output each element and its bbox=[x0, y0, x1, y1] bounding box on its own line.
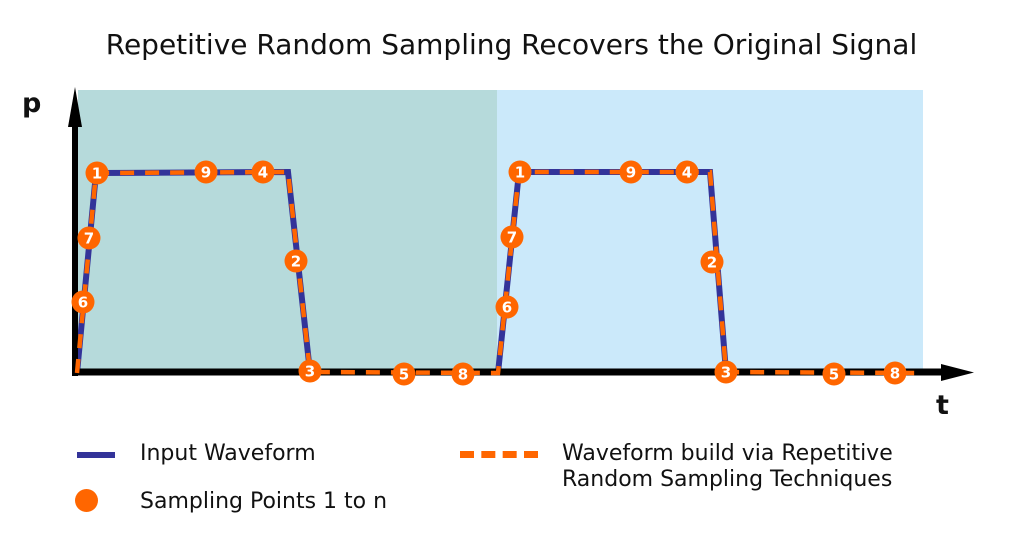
sampling-point-label: 3 bbox=[305, 363, 315, 381]
sampling-point-marker bbox=[508, 160, 532, 184]
sampling-point-marker bbox=[194, 160, 218, 184]
legend-label-rebuilt-waveform: Waveform build via Repetitive Random Sam… bbox=[562, 441, 893, 493]
legend-label-rebuilt-line2: Random Sampling Techniques bbox=[562, 467, 893, 492]
sampling-point-label: 8 bbox=[458, 366, 468, 384]
sampling-point-label: 4 bbox=[258, 164, 268, 182]
sampling-point-label: 1 bbox=[92, 165, 102, 183]
sampling-point-marker bbox=[392, 362, 416, 386]
y-axis-label: p bbox=[22, 88, 42, 119]
legend-label-rebuilt-line1: Waveform build via Repetitive bbox=[562, 441, 893, 466]
sampling-point-label: 8 bbox=[890, 365, 900, 383]
x-axis-label: t bbox=[936, 390, 949, 421]
sampling-point-marker bbox=[77, 226, 101, 250]
sampling-point-label: 6 bbox=[78, 294, 88, 312]
sampling-point-swatch bbox=[75, 489, 98, 512]
sampling-point-label: 7 bbox=[507, 229, 517, 247]
sampling-point-label: 5 bbox=[829, 366, 839, 384]
sampling-point-marker bbox=[675, 160, 699, 184]
rebuilt-waveform-line bbox=[74, 169, 921, 376]
sampling-point-marker bbox=[714, 360, 738, 384]
sampling-point-marker bbox=[284, 249, 308, 273]
diagram-title: Repetitive Random Sampling Recovers the … bbox=[105, 28, 918, 61]
sampling-point-marker bbox=[71, 290, 95, 314]
input-waveform-swatch bbox=[77, 452, 115, 458]
sampling-point-label: 6 bbox=[502, 299, 512, 317]
sampling-point-marker bbox=[822, 362, 846, 386]
sampling-point-marker bbox=[500, 225, 524, 249]
sampling-point-label: 2 bbox=[707, 254, 717, 272]
sampling-point-marker bbox=[883, 361, 907, 385]
sampling-point-marker bbox=[700, 250, 724, 274]
x-axis-arrow-icon bbox=[941, 364, 974, 381]
sampling-point-label: 9 bbox=[626, 164, 636, 182]
y-axis-arrow-icon bbox=[68, 87, 82, 127]
sampling-point-marker bbox=[619, 160, 643, 184]
sampling-point-label: 1 bbox=[515, 164, 525, 182]
legend-label-sampling-points: Sampling Points 1 to n bbox=[140, 489, 388, 514]
sampling-point-label: 5 bbox=[399, 366, 409, 384]
sampling-point-label: 3 bbox=[721, 364, 731, 382]
sampling-point-label: 2 bbox=[291, 253, 301, 271]
acquisition-region-2 bbox=[497, 90, 923, 372]
sampling-point-marker bbox=[298, 359, 322, 383]
rebuilt-waveform-swatch bbox=[460, 451, 538, 458]
sampling-point-marker bbox=[495, 295, 519, 319]
sampling-point-label: 7 bbox=[84, 230, 94, 248]
sampling-point-label: 9 bbox=[201, 164, 211, 182]
sampling-point-label: 4 bbox=[682, 164, 692, 182]
sampling-point-marker bbox=[251, 160, 275, 184]
legend-label-input-waveform: Input Waveform bbox=[140, 441, 316, 466]
sampling-point-marker bbox=[451, 362, 475, 386]
acquisition-region-1 bbox=[78, 90, 497, 372]
sampling-point-marker bbox=[85, 161, 109, 185]
